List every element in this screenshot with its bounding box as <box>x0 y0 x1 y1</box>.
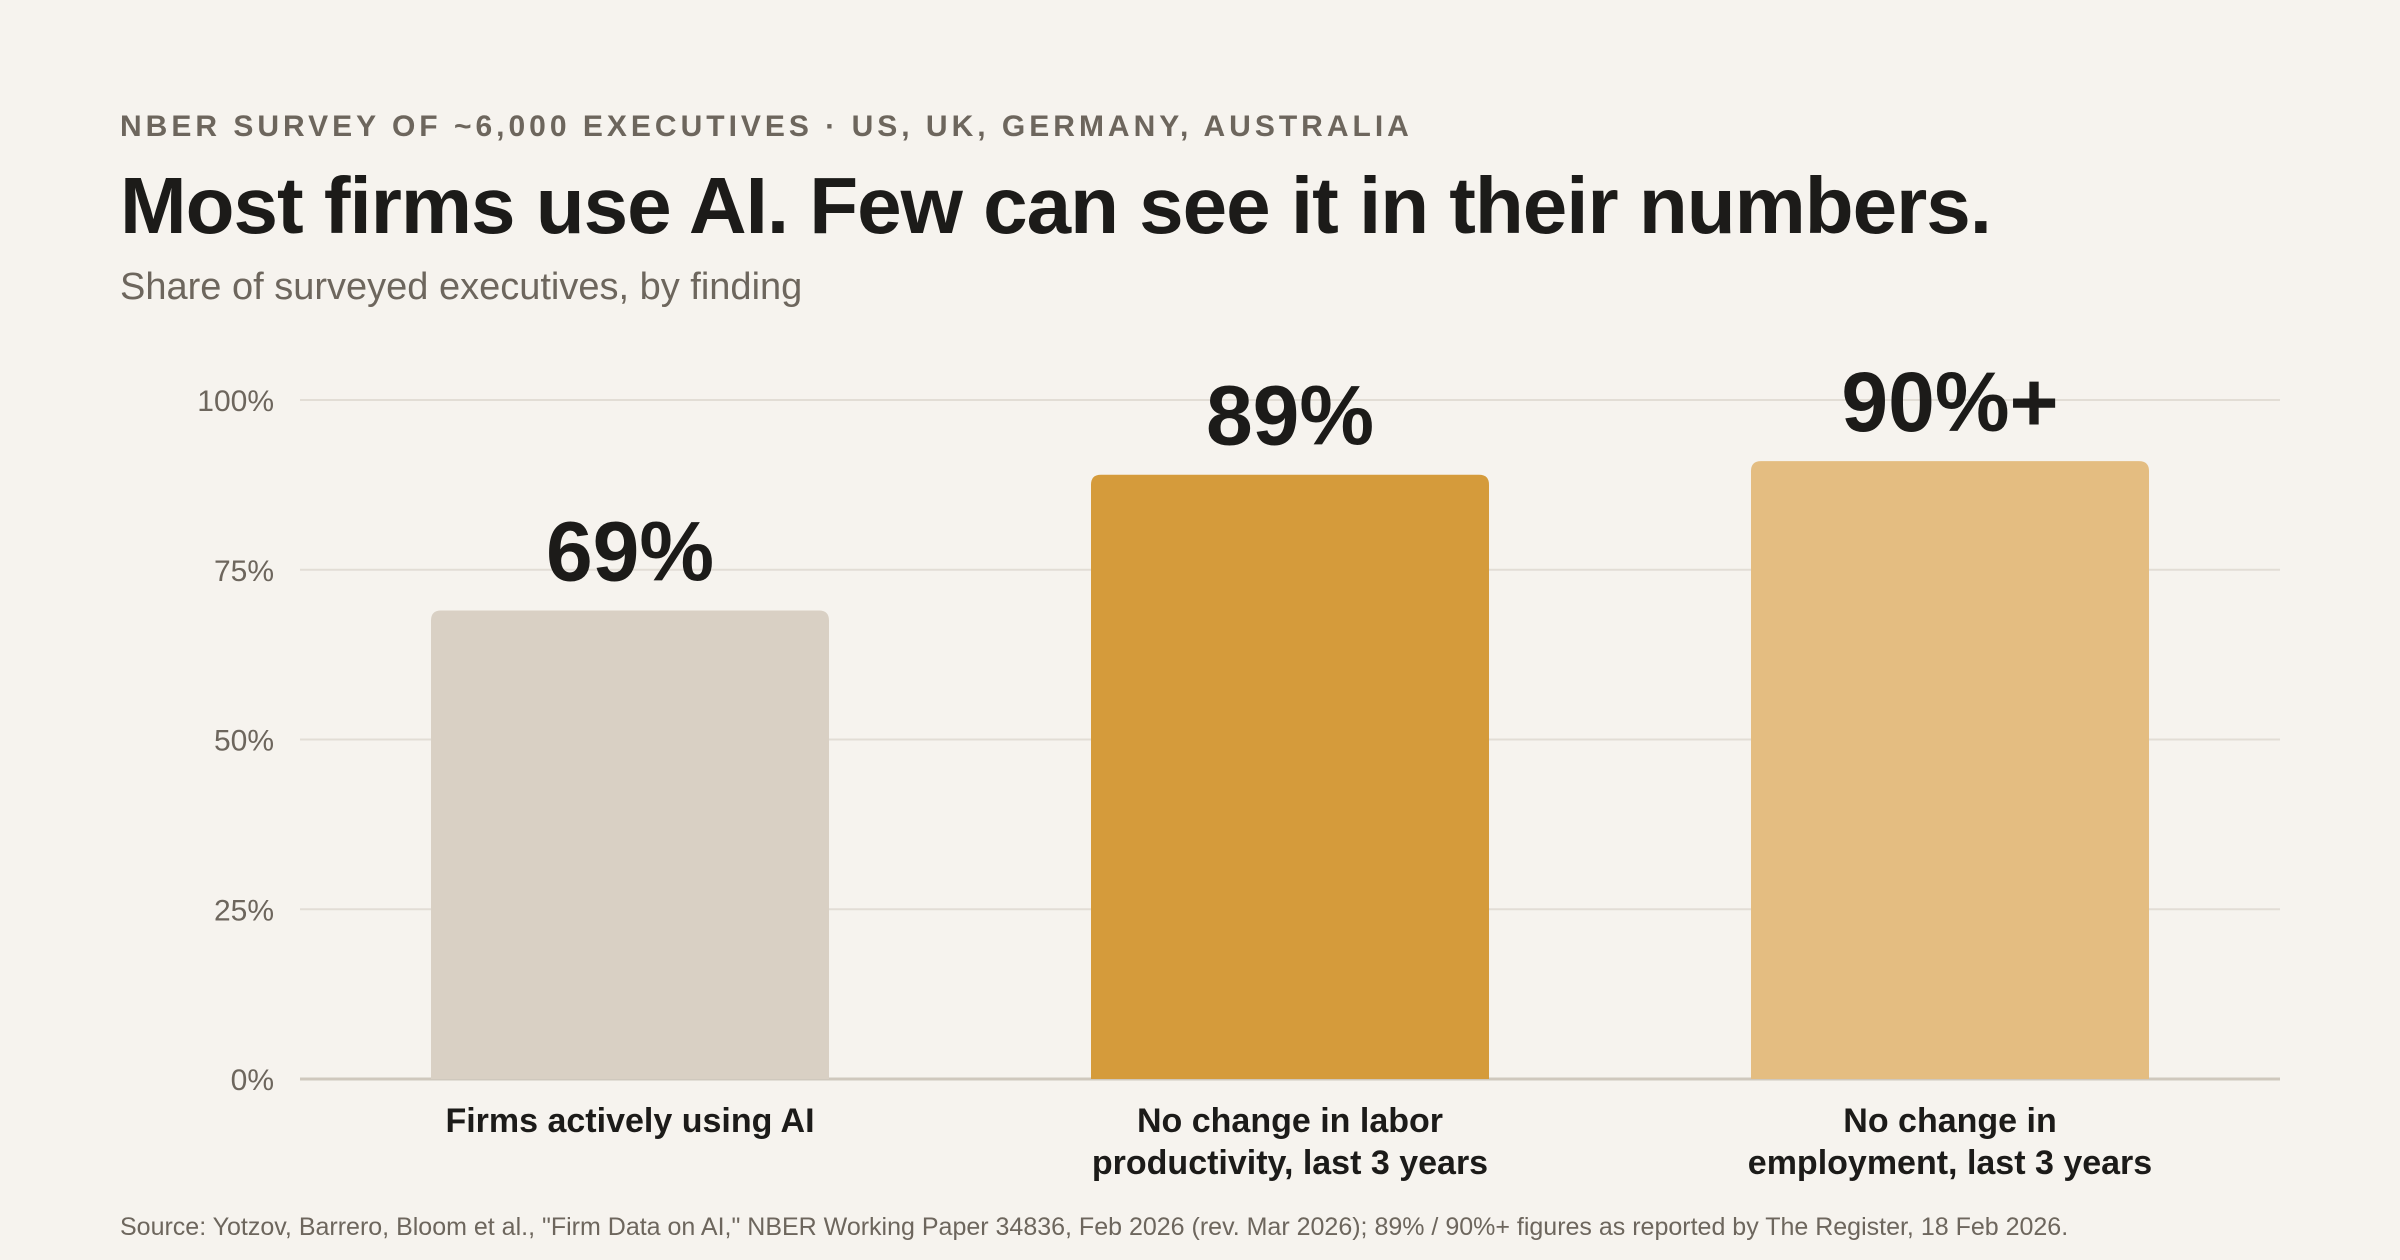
bar-value-label: 90%+ <box>1841 355 2058 449</box>
chart-subtitle: Share of surveyed executives, by finding <box>120 266 803 308</box>
bar-value-label: 69% <box>546 504 714 598</box>
y-tick-label: 0% <box>231 1064 274 1097</box>
chart-eyebrow: NBER SURVEY OF ~6,000 EXECUTIVES · US, U… <box>120 110 1413 143</box>
bar <box>1751 461 2149 1079</box>
x-category-label: No change in <box>1843 1102 2056 1140</box>
source-note: Source: Yotzov, Barrero, Bloom et al., "… <box>120 1213 2069 1241</box>
bar-value-label: 89% <box>1206 369 1374 463</box>
y-tick-label: 75% <box>214 555 274 588</box>
bar <box>431 610 829 1079</box>
y-tick-label: 100% <box>197 385 274 418</box>
x-category-label: employment, last 3 years <box>1748 1144 2152 1182</box>
bar <box>1091 474 1489 1079</box>
x-category-label: Firms actively using AI <box>445 1102 814 1140</box>
y-tick-label: 25% <box>214 894 274 927</box>
y-tick-label: 50% <box>214 725 274 758</box>
chart-title: Most firms use AI. Few can see it in the… <box>120 161 1992 250</box>
x-category-label: productivity, last 3 years <box>1092 1144 1488 1182</box>
x-category-label: No change in labor <box>1137 1102 1443 1140</box>
